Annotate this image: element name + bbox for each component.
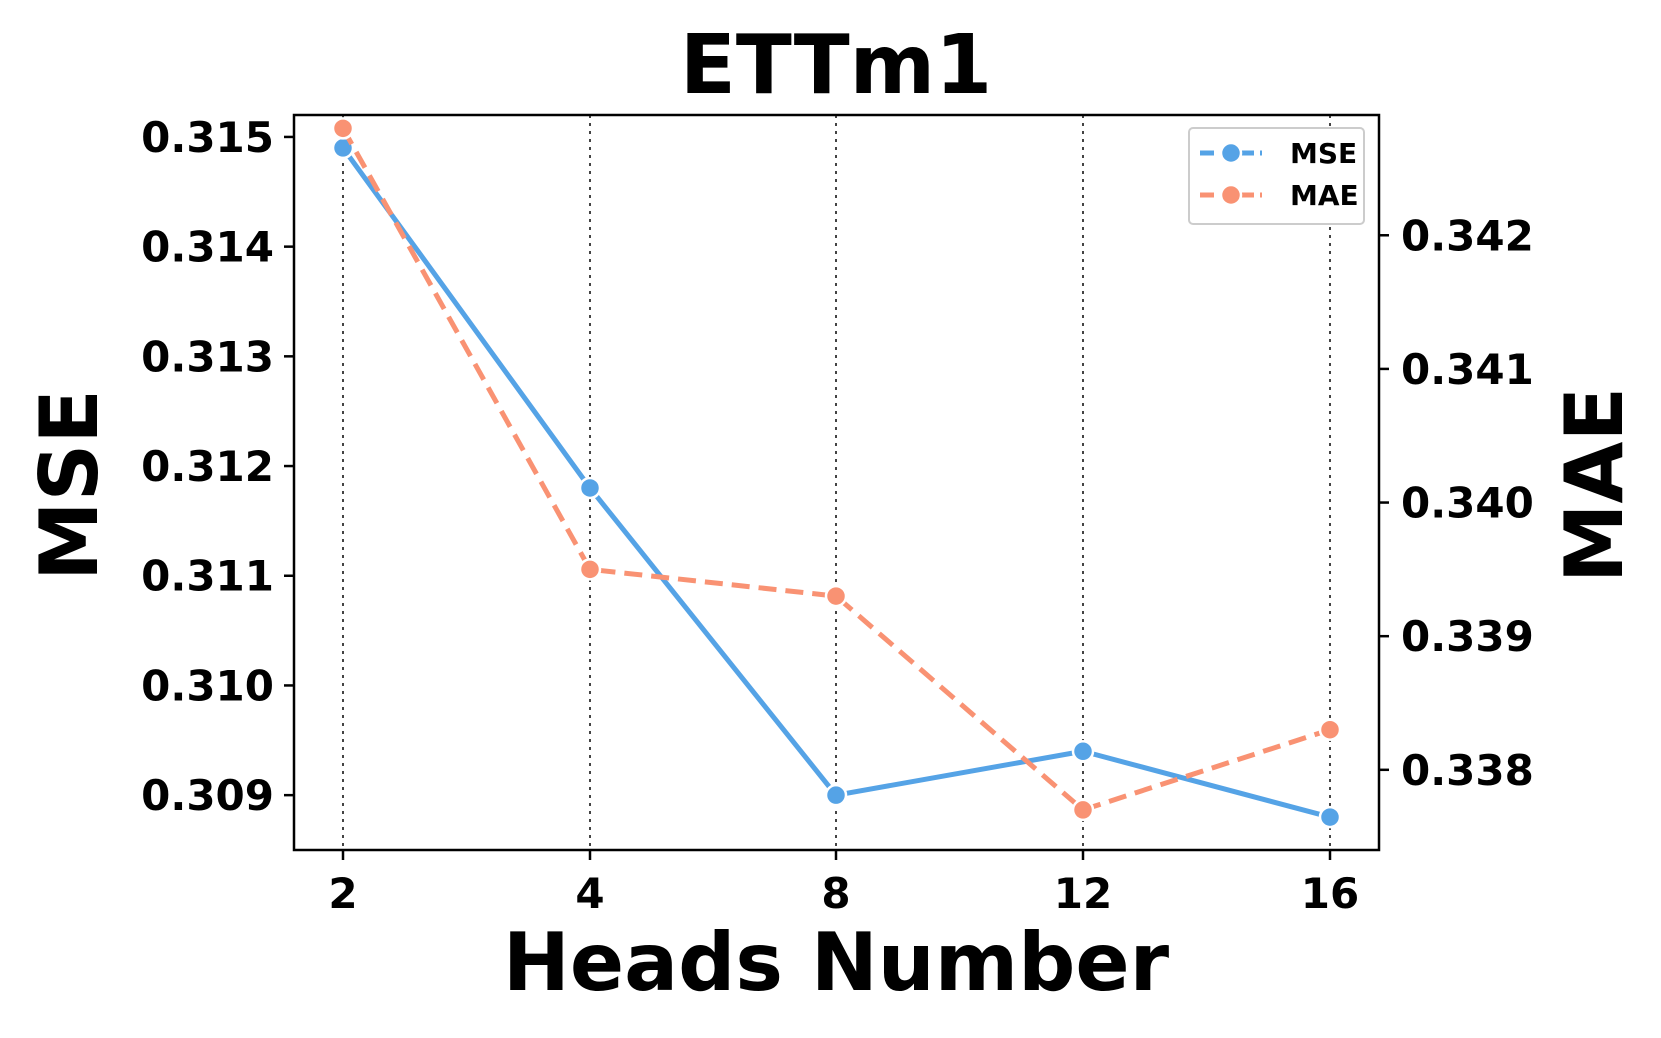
y-right-tick-label: 0.342 (1401, 211, 1534, 260)
y-left-tick-label: 0.310 (141, 661, 274, 710)
series-layer (331, 117, 1342, 829)
y-left-tick-label: 0.309 (141, 771, 274, 820)
y-left-tick-label: 0.315 (141, 113, 274, 162)
mae-point (824, 584, 848, 608)
axes: 2 4 8 12 16 0.309 0.310 0.311 0.312 0.313 0.314 0.3… (141, 113, 1534, 918)
legend-mae-label: MAE (1290, 179, 1359, 212)
legend-mse-marker (1219, 141, 1243, 165)
chart-title: ETTm1 (680, 18, 992, 113)
mse-point (824, 783, 848, 807)
mse-point (1071, 740, 1095, 763)
x-tick-label: 8 (821, 869, 850, 918)
y-left-tick-label: 0.313 (141, 332, 274, 381)
mse-point (1318, 805, 1342, 829)
mae-point (1071, 798, 1095, 822)
mae-line (340, 127, 1331, 813)
y-left-tick-label: 0.311 (141, 552, 274, 601)
legend: MSE MAE (1188, 127, 1365, 225)
mse-point (578, 476, 602, 500)
y-left-tick-label: 0.314 (141, 223, 274, 272)
y-axis-label-right: MAE (1548, 387, 1641, 583)
x-tick-label: 12 (1054, 869, 1112, 918)
gridlines (342, 115, 1331, 850)
legend-mae-marker (1219, 183, 1243, 207)
mae-point (331, 117, 355, 140)
y-right-tick-label: 0.341 (1401, 345, 1534, 394)
y-right-tick-label: 0.339 (1401, 612, 1534, 661)
x-axis-label: Heads Number (503, 916, 1170, 1009)
y-left-tick-label: 0.312 (141, 442, 274, 491)
mae-point (578, 558, 602, 581)
mae-point (1318, 718, 1342, 741)
y-right-tick-label: 0.340 (1401, 479, 1534, 528)
x-tick-label: 2 (328, 869, 357, 918)
legend-mse-label: MSE (1290, 137, 1357, 170)
x-tick-label: 4 (575, 869, 604, 918)
x-tick-label: 16 (1301, 869, 1359, 918)
y-axis-label-left: MSE (23, 389, 116, 581)
y-right-tick-label: 0.338 (1401, 746, 1534, 795)
